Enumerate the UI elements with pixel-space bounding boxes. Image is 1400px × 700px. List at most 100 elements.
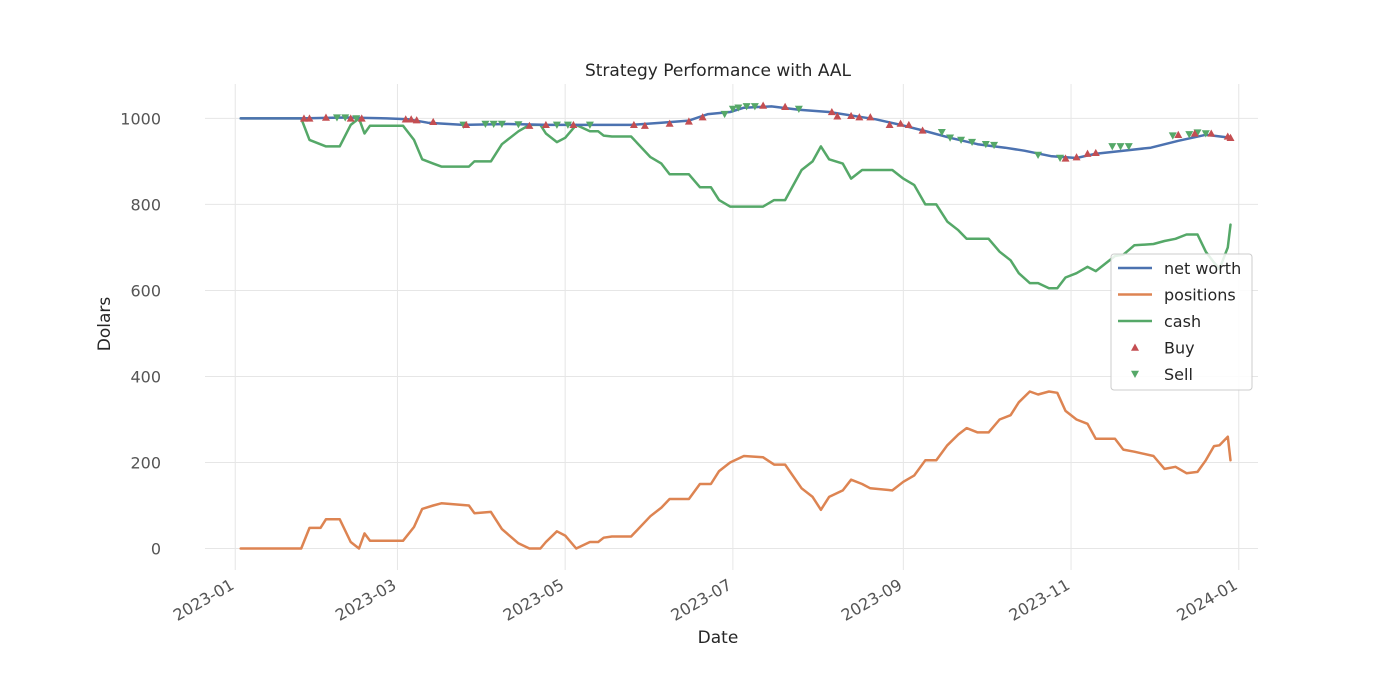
buy-marker	[357, 114, 366, 122]
legend-label-sell: Sell	[1164, 365, 1193, 384]
sell-marker	[341, 114, 350, 122]
sell-marker	[728, 105, 737, 113]
series-line-net-worth	[239, 105, 1232, 160]
x-axis-label: Date	[698, 628, 739, 648]
buy-marker	[401, 115, 410, 123]
chart-title: Strategy Performance with AAL	[585, 61, 852, 81]
buy-marker	[346, 114, 355, 122]
sell-marker	[742, 103, 751, 111]
sell-marker	[1056, 154, 1065, 162]
sell-marker	[750, 103, 759, 111]
buy-marker	[827, 107, 836, 116]
sell-marker	[481, 120, 490, 128]
buy-marker	[684, 117, 693, 125]
y-tick-label: 1000	[120, 109, 161, 128]
sell-marker	[1108, 143, 1117, 151]
buy-marker	[1091, 148, 1100, 157]
buy-marker	[321, 113, 330, 121]
buy-marker	[698, 113, 707, 121]
buy-marker	[569, 120, 578, 129]
buy-marker	[640, 121, 649, 129]
buy-marker	[1083, 149, 1092, 157]
buy-marker	[1174, 130, 1183, 138]
y-tick-label: 0	[151, 539, 161, 558]
markers-layer	[299, 101, 1235, 162]
series-line-positions	[239, 390, 1232, 550]
x-tick-label: 2023-11	[1006, 575, 1073, 625]
sell-marker	[720, 110, 729, 119]
y-tick-label: 800	[130, 195, 161, 214]
sell-marker	[981, 141, 990, 149]
buy-marker	[1226, 133, 1235, 141]
legend-box	[1110, 253, 1253, 391]
buy-marker	[1072, 153, 1081, 161]
buy-marker	[833, 112, 842, 120]
buy-marker	[885, 120, 894, 129]
buy-marker	[759, 101, 768, 109]
sell-marker	[1034, 151, 1043, 159]
sell-marker	[1116, 143, 1125, 151]
sell-marker	[946, 134, 955, 142]
sell-marker	[352, 115, 361, 123]
legend-swatch-sell	[1131, 370, 1139, 378]
buy-marker	[855, 113, 864, 121]
buy-marker	[429, 117, 438, 126]
buy-marker	[407, 115, 416, 123]
sell-marker	[957, 136, 966, 144]
buy-marker	[665, 119, 674, 127]
y-tick-label: 400	[130, 367, 161, 386]
x-tick-label: 2023-05	[500, 575, 567, 625]
x-tick-labels: 2023-01 2023-03 2023-05 2023-07 2023-09 2023-…	[170, 575, 1241, 625]
buy-marker	[866, 113, 875, 121]
series-layer	[239, 105, 1232, 550]
legend-swatch-buy	[1131, 343, 1139, 351]
y-tick-labels: 0 200 400 600 800 1000	[120, 109, 161, 558]
sell-marker	[794, 105, 803, 113]
sell-marker	[497, 120, 506, 128]
buy-marker	[918, 126, 927, 134]
sell-marker	[332, 114, 341, 122]
buy-marker	[541, 120, 550, 129]
buy-marker	[847, 111, 856, 120]
buy-marker	[1190, 129, 1199, 137]
buy-marker	[462, 120, 471, 129]
buy-marker	[1061, 154, 1070, 162]
buy-marker	[412, 116, 421, 124]
sell-marker	[552, 121, 561, 129]
sell-marker	[1124, 143, 1133, 151]
series-line-cash	[239, 117, 1232, 290]
x-tick-label: 2023-09	[838, 575, 905, 625]
buy-marker	[781, 102, 790, 110]
x-tick-label: 2024-01	[1173, 575, 1240, 625]
buy-marker	[305, 114, 314, 122]
sell-marker	[585, 121, 594, 129]
sell-marker	[734, 104, 743, 112]
legend-label-net-worth: net worth	[1164, 259, 1241, 278]
sell-marker	[563, 121, 572, 129]
buy-marker	[1207, 129, 1216, 137]
buy-marker	[896, 119, 905, 127]
y-tick-label: 200	[130, 453, 161, 472]
sell-marker	[1168, 132, 1177, 140]
sell-marker	[1185, 131, 1194, 139]
sell-marker	[489, 120, 498, 128]
x-tick-label: 2023-01	[170, 575, 237, 625]
x-tick-label: 2023-03	[332, 575, 399, 625]
x-gridlines	[234, 84, 1240, 570]
buy-marker	[299, 114, 308, 122]
legend-label-positions: positions	[1164, 286, 1236, 305]
x-tick-label: 2023-07	[667, 575, 734, 625]
sell-marker	[990, 141, 999, 150]
sell-marker	[937, 128, 946, 137]
buy-marker	[629, 120, 638, 129]
y-gridlines	[205, 117, 1258, 549]
sell-marker	[514, 121, 523, 129]
buy-marker	[904, 120, 913, 129]
y-axis-label: Dolars	[95, 297, 115, 352]
legend-label-buy: Buy	[1164, 339, 1195, 358]
sell-marker	[1201, 130, 1210, 138]
sell-marker	[968, 138, 977, 147]
buy-marker	[525, 121, 534, 129]
legend: net worth positions cash Buy Sell	[1110, 253, 1253, 391]
